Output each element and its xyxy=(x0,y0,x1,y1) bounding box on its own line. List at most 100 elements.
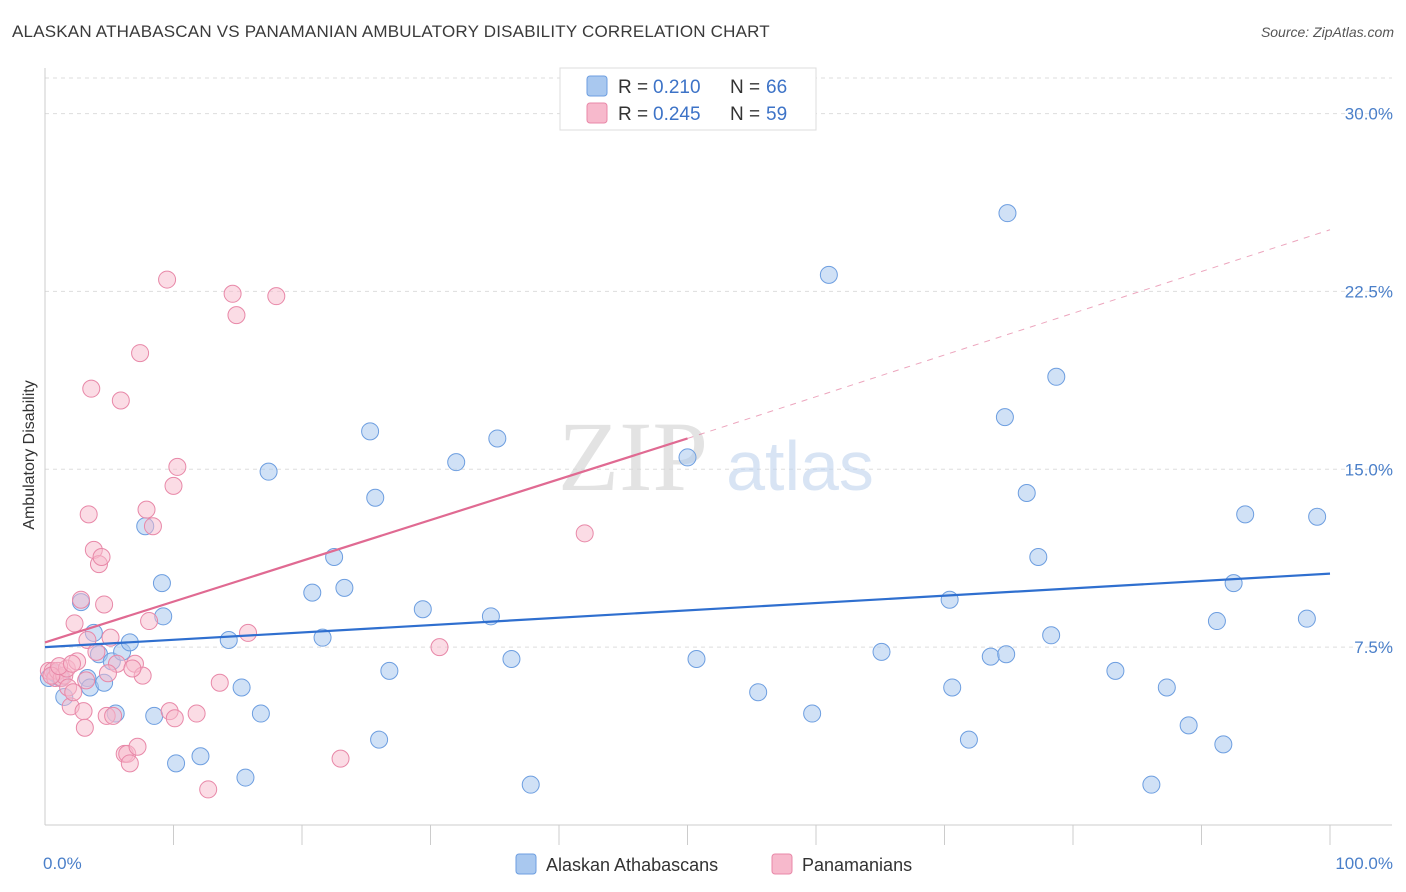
point-panamanian-25 xyxy=(104,706,123,725)
point-athabascan-20 xyxy=(219,631,238,650)
point-athabascan-31 xyxy=(370,730,389,749)
bottom-legend: Alaskan Athabascans Panamanians xyxy=(515,853,912,875)
point-panamanian-33 xyxy=(131,344,150,363)
point-athabascan-30 xyxy=(366,488,385,507)
point-athabascan-23 xyxy=(251,704,270,723)
legend-r-label-1: R = xyxy=(618,77,648,98)
x-tick-label-0: 0.0% xyxy=(43,854,82,873)
point-athabascan-48 xyxy=(981,647,1000,666)
point-athabascan-63 xyxy=(1236,505,1255,524)
point-athabascan-58 xyxy=(1157,678,1176,697)
point-athabascan-52 xyxy=(1017,484,1036,502)
point-athabascan-54 xyxy=(1042,626,1061,645)
point-athabascan-60 xyxy=(1207,612,1226,631)
point-athabascan-64 xyxy=(1297,609,1316,628)
legend-n-value-1: 66 xyxy=(766,77,787,98)
point-athabascan-28 xyxy=(335,578,354,597)
trend-line-panamanian xyxy=(44,437,688,644)
point-athabascan-51 xyxy=(998,204,1017,223)
legend-swatch-blue xyxy=(586,75,608,97)
point-panamanian-43 xyxy=(187,704,206,723)
point-athabascan-21 xyxy=(232,678,251,697)
point-athabascan-19 xyxy=(191,747,210,766)
point-panamanian-9 xyxy=(64,683,83,702)
point-athabascan-62 xyxy=(1224,574,1243,593)
point-panamanian-42 xyxy=(168,457,187,476)
point-athabascan-24 xyxy=(259,462,278,481)
point-athabascan-50 xyxy=(997,645,1016,664)
legend-r-value-2: 0.245 xyxy=(653,104,701,125)
point-panamanian-58 xyxy=(123,659,142,678)
point-athabascan-53 xyxy=(1029,548,1048,567)
source-label: Source: ZipAtlas.com xyxy=(1260,24,1394,40)
chart-title: ALASKAN ATHABASCAN VS PANAMANIAN AMBULAT… xyxy=(12,22,770,41)
point-athabascan-25 xyxy=(303,583,322,602)
x-tick-labels: 0.0% 100.0% xyxy=(43,854,1393,873)
point-panamanian-46 xyxy=(223,284,242,303)
point-athabascan-57 xyxy=(1142,775,1161,794)
gridlines xyxy=(45,77,1392,648)
legend-n-value-2: 59 xyxy=(766,104,787,125)
legend-n-label-2: N = xyxy=(730,104,760,125)
point-athabascan-47 xyxy=(959,730,978,749)
point-panamanian-57 xyxy=(98,664,117,683)
point-panamanian-19 xyxy=(87,642,106,661)
bottom-legend-swatch-pink xyxy=(771,853,793,875)
point-panamanian-32 xyxy=(128,737,147,756)
point-athabascan-61 xyxy=(1214,735,1233,754)
point-athabascan-32 xyxy=(380,661,399,680)
point-panamanian-13 xyxy=(74,702,93,721)
y-axis-label: Ambulatory Disability xyxy=(21,380,38,529)
legend: R = 0.210 N = 66 R = 0.245 N = 59 xyxy=(559,67,817,131)
watermark-atlas: atlas xyxy=(726,427,874,505)
y-tick-label-0: 7.5% xyxy=(1354,638,1393,657)
bottom-legend-swatch-blue xyxy=(515,853,537,875)
point-athabascan-16 xyxy=(152,574,171,593)
legend-r-value-1: 0.210 xyxy=(653,77,701,98)
point-panamanian-37 xyxy=(143,517,162,536)
point-panamanian-10 xyxy=(65,614,84,633)
point-panamanian-30 xyxy=(120,754,139,773)
point-athabascan-55 xyxy=(1047,367,1066,386)
trend-line-panamanian-extension xyxy=(687,229,1331,439)
y-tick-label-2: 22.5% xyxy=(1345,282,1393,301)
legend-n-label-1: N = xyxy=(730,77,760,98)
point-athabascan-38 xyxy=(521,775,540,794)
point-athabascan-39 xyxy=(678,448,697,467)
point-athabascan-59 xyxy=(1179,716,1198,735)
point-athabascan-18 xyxy=(167,754,186,773)
point-athabascan-42 xyxy=(803,704,822,723)
point-panamanian-52 xyxy=(575,524,594,543)
point-athabascan-15 xyxy=(145,706,164,725)
legend-swatch-pink xyxy=(586,102,608,124)
point-panamanian-12 xyxy=(71,590,90,609)
watermark: ZIP atlas xyxy=(558,401,874,512)
point-panamanian-21 xyxy=(92,548,111,567)
point-athabascan-29 xyxy=(361,422,380,441)
point-panamanian-36 xyxy=(140,612,159,631)
point-athabascan-26 xyxy=(313,628,332,647)
point-panamanian-24 xyxy=(101,628,120,647)
bottom-legend-label-1: Alaskan Athabascans xyxy=(546,855,718,875)
point-panamanian-44 xyxy=(199,780,218,799)
point-athabascan-46 xyxy=(943,678,962,697)
point-panamanian-49 xyxy=(267,287,286,306)
point-athabascan-45 xyxy=(940,590,959,609)
point-athabascan-49 xyxy=(995,408,1014,427)
trend-line-athabascan xyxy=(44,572,1331,649)
x-tick-label-1: 100.0% xyxy=(1335,854,1393,873)
point-panamanian-17 xyxy=(82,379,101,398)
point-athabascan-65 xyxy=(1308,507,1327,526)
point-athabascan-33 xyxy=(413,600,432,619)
y-tick-label-1: 15.0% xyxy=(1345,460,1393,479)
point-panamanian-51 xyxy=(430,638,449,657)
point-athabascan-36 xyxy=(488,429,507,448)
point-panamanian-16 xyxy=(79,505,98,524)
point-panamanian-27 xyxy=(111,391,130,410)
trend-lines xyxy=(44,229,1331,649)
y-tick-labels: 7.5% 15.0% 22.5% 30.0% xyxy=(1345,105,1393,658)
point-panamanian-47 xyxy=(227,306,246,325)
point-panamanian-48 xyxy=(239,623,258,642)
point-panamanian-55 xyxy=(62,654,81,673)
